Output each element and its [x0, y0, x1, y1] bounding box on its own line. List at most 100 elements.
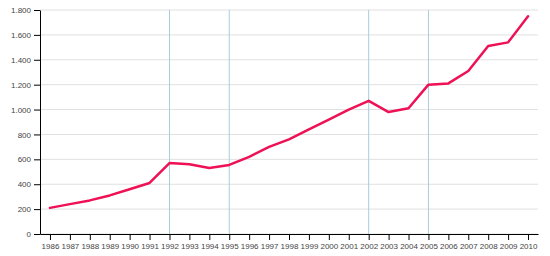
- tick-mark: [468, 234, 469, 240]
- tick-label: 2001: [340, 242, 358, 251]
- grid-line: [40, 184, 538, 185]
- tick-label: 2009: [500, 242, 518, 251]
- y-axis: 0 200 400 600 800 1.000 1.200 1.400 1.600 1.800: [11, 6, 41, 239]
- tick: 2007: [460, 234, 478, 251]
- tick-label: 1.000: [11, 106, 32, 115]
- grid-line: [40, 209, 538, 210]
- tick-mark: [34, 85, 40, 86]
- tick: 2001: [340, 234, 358, 251]
- grid-line: [40, 159, 538, 160]
- tick: 1991: [141, 234, 159, 251]
- tick: 600: [18, 155, 40, 164]
- tick: 1.000: [11, 106, 40, 115]
- tick-mark: [34, 159, 40, 160]
- tick: 1.600: [11, 31, 40, 40]
- tick: 1.800: [11, 6, 40, 15]
- tick-label: 800: [18, 131, 32, 140]
- tick: 200: [18, 205, 40, 214]
- tick: 1996: [241, 234, 259, 251]
- tick-label: 2003: [380, 242, 398, 251]
- tick-label: 1.400: [11, 56, 32, 65]
- tick: 2006: [440, 234, 458, 251]
- tick-mark: [70, 234, 71, 240]
- tick-label: 1999: [301, 242, 319, 251]
- tick-label: 2005: [420, 242, 438, 251]
- tick-mark: [130, 234, 131, 240]
- tick-label: 1991: [141, 242, 159, 251]
- tick-mark: [309, 234, 310, 240]
- tick-label: 1989: [101, 242, 119, 251]
- tick-label: 2010: [520, 242, 538, 251]
- tick-mark: [34, 10, 40, 11]
- tick: 400: [18, 180, 40, 189]
- tick: 1.200: [11, 81, 40, 90]
- tick-mark: [110, 234, 111, 240]
- tick-mark: [229, 234, 230, 240]
- tick: 0: [27, 230, 40, 239]
- tick-label: 1992: [161, 242, 179, 251]
- tick-label: 1987: [61, 242, 79, 251]
- tick-mark: [50, 234, 51, 240]
- grid: [40, 10, 538, 234]
- tick-mark: [34, 234, 40, 235]
- tick: 1987: [61, 234, 79, 251]
- tick-mark: [488, 234, 489, 240]
- plot: 1986198719881989199019911992199319941995…: [11, 6, 539, 251]
- tick-label: 0: [27, 230, 32, 239]
- tick-mark: [249, 234, 250, 240]
- tick-label: 400: [18, 180, 32, 189]
- tick-mark: [34, 35, 40, 36]
- tick: 2005: [420, 234, 438, 251]
- grid-line: [40, 109, 538, 110]
- tick-mark: [389, 234, 390, 240]
- tick-mark: [34, 110, 40, 111]
- tick: 1997: [261, 234, 279, 251]
- tick: 2003: [380, 234, 398, 251]
- tick: 1994: [201, 234, 219, 251]
- tick-label: 200: [18, 205, 32, 214]
- reference-line: [428, 10, 429, 234]
- tick-mark: [349, 234, 350, 240]
- tick: 1995: [221, 234, 239, 251]
- tick-label: 1988: [81, 242, 99, 251]
- tick-label: 1.600: [11, 31, 32, 40]
- tick-mark: [448, 234, 449, 240]
- grid-line: [40, 34, 538, 35]
- tick: 1999: [301, 234, 319, 251]
- tick-mark: [34, 134, 40, 135]
- grid-line: [40, 10, 538, 11]
- tick: 1989: [101, 234, 119, 251]
- tick-label: 2008: [480, 242, 498, 251]
- tick-mark: [428, 234, 429, 240]
- reference-line: [368, 10, 369, 234]
- tick-mark: [269, 234, 270, 240]
- tick: 2008: [480, 234, 498, 251]
- tick-label: 1995: [221, 242, 239, 251]
- tick-mark: [369, 234, 370, 240]
- tick-mark: [528, 234, 529, 240]
- tick-label: 1990: [121, 242, 139, 251]
- tick-label: 1998: [281, 242, 299, 251]
- tick: 2002: [360, 234, 378, 251]
- tick-mark: [34, 60, 40, 61]
- tick: 2000: [320, 234, 338, 251]
- tick-mark: [189, 234, 190, 240]
- tick-label: 1986: [42, 242, 60, 251]
- tick: 1993: [181, 234, 199, 251]
- tick-label: 1.200: [11, 81, 32, 90]
- tick-mark: [409, 234, 410, 240]
- tick-label: 2007: [460, 242, 478, 251]
- tick: 2010: [520, 234, 538, 251]
- tick: 1.400: [11, 56, 40, 65]
- grid-line: [40, 84, 538, 85]
- tick-label: 2002: [360, 242, 378, 251]
- chart: 1986198719881989199019911992199319941995…: [0, 0, 550, 256]
- tick-mark: [329, 234, 330, 240]
- tick-mark: [209, 234, 210, 240]
- tick-label: 1.800: [11, 6, 32, 15]
- tick: 2009: [500, 234, 518, 251]
- line: [50, 16, 528, 208]
- tick-mark: [289, 234, 290, 240]
- tick: 1998: [281, 234, 299, 251]
- tick-mark: [508, 234, 509, 240]
